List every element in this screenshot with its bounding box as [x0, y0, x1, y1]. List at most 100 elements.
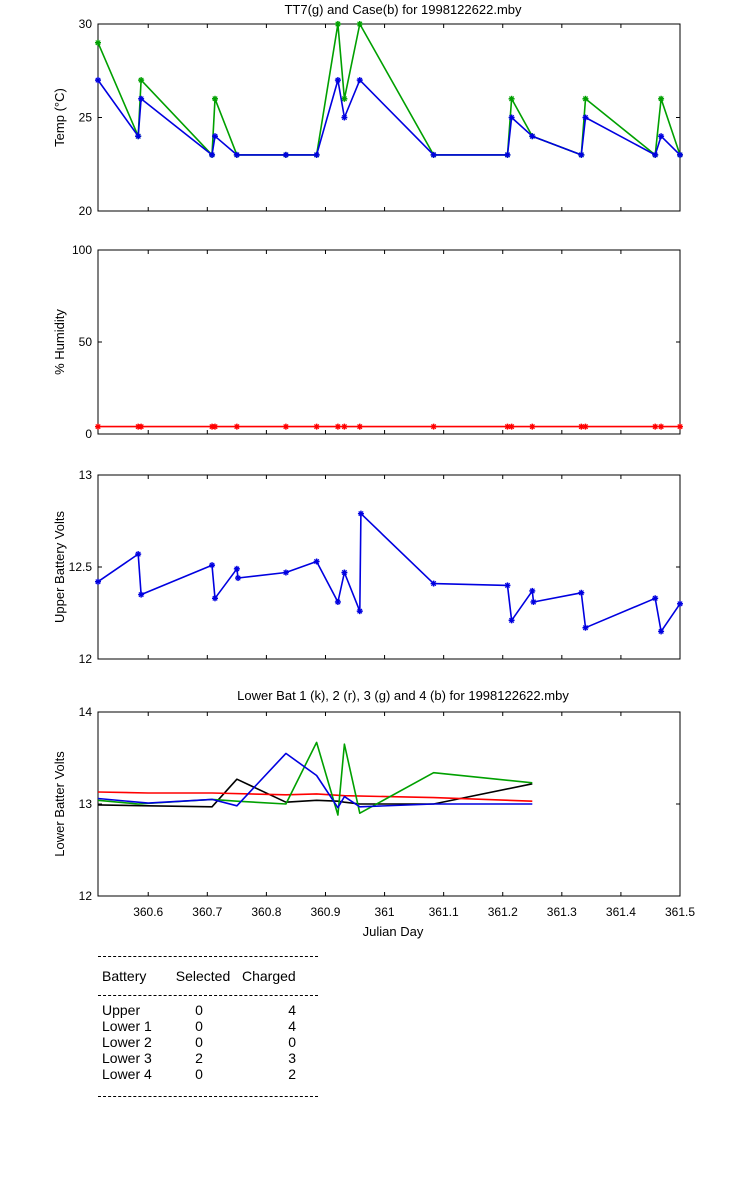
chart-panel-1: 20 25 30 Temp (°C) TT7(g) and Case(b) for 19… — [52, 2, 683, 218]
marker-stroke — [341, 114, 348, 121]
data-point — [582, 114, 589, 121]
cell-selected: 0 — [195, 1018, 203, 1034]
table-row: Lower 4 0 2 — [98, 1066, 318, 1082]
cell-selected: 2 — [195, 1050, 203, 1066]
x-tick-label: 360.7 — [192, 905, 222, 919]
data-point — [334, 77, 341, 84]
marker-stroke — [504, 582, 511, 589]
data-point — [211, 133, 218, 140]
data-point — [211, 423, 218, 430]
series-line — [97, 778, 533, 808]
cell-selected: 0 — [195, 1002, 203, 1018]
marker-stroke — [95, 424, 101, 430]
marker-stroke — [652, 595, 658, 601]
data-point — [504, 582, 511, 589]
marker-stroke — [234, 152, 240, 158]
plot-frame — [97, 474, 681, 660]
data-point — [357, 510, 364, 517]
data-point — [282, 423, 289, 430]
marker-stroke — [335, 424, 341, 430]
marker-stroke — [430, 580, 437, 587]
series-upper — [95, 510, 683, 635]
data-point — [282, 569, 289, 576]
marker-stroke — [430, 152, 437, 158]
cell-charged: 4 — [288, 1002, 297, 1018]
x-tick-label: 360.8 — [251, 905, 281, 919]
battery-table: Battery Selected Charged Upper 0 4 Lower… — [98, 956, 318, 1097]
data-point — [341, 95, 348, 102]
header-charged: Charged — [242, 968, 296, 984]
data-point — [658, 423, 665, 430]
data-point — [135, 551, 142, 558]
data-point — [211, 595, 218, 602]
series-line — [97, 23, 681, 156]
table-divider-top — [98, 956, 318, 957]
data-point — [233, 151, 240, 158]
marker-stroke — [508, 114, 515, 121]
y-tick-label: 14 — [79, 705, 93, 719]
series-lower-1 — [97, 778, 533, 808]
data-point — [430, 151, 437, 158]
data-point — [138, 423, 145, 430]
marker-stroke — [652, 152, 658, 158]
data-point — [95, 77, 101, 84]
marker-stroke — [341, 424, 348, 430]
data-point — [582, 423, 589, 430]
cell-battery: Lower 3 — [102, 1050, 152, 1066]
marker-stroke — [529, 133, 535, 139]
header-selected: Selected — [175, 968, 231, 984]
data-point — [582, 95, 589, 102]
data-point — [95, 39, 101, 46]
marker-stroke — [504, 152, 511, 158]
x-tick-label: 361.2 — [488, 905, 518, 919]
y-axis-label: Upper Battery Volts — [52, 511, 67, 623]
table-header-row: Battery Selected Charged — [98, 965, 318, 987]
y-tick-label: 50 — [79, 335, 93, 349]
data-point — [334, 423, 341, 430]
data-point — [677, 600, 683, 607]
chart-panel-4: 12 13 14 Lower Batter Volts Lower Bat 1 (k),… — [52, 688, 695, 939]
data-point — [282, 151, 289, 158]
data-point — [138, 77, 145, 84]
marker-stroke — [135, 133, 141, 139]
data-point — [529, 133, 536, 140]
charts-canvas: 20 25 30 Temp (°C) TT7(g) and Case(b) for 19… — [52, 2, 695, 939]
marker-stroke — [430, 424, 437, 430]
data-point — [658, 95, 665, 102]
marker-stroke — [578, 152, 584, 158]
marker-stroke — [135, 551, 141, 557]
marker-stroke — [582, 625, 589, 631]
marker-stroke — [582, 96, 589, 102]
marker-stroke — [677, 424, 683, 430]
marker-stroke — [341, 569, 348, 576]
data-point — [430, 423, 437, 430]
marker-stroke — [212, 424, 218, 430]
y-tick-label: 12 — [79, 889, 93, 903]
table-divider-bottom — [98, 1096, 318, 1097]
cell-charged: 2 — [288, 1066, 297, 1082]
series-line — [97, 752, 533, 809]
marker-stroke — [582, 424, 589, 430]
chart-title: TT7(g) and Case(b) for 1998122622.mby — [284, 2, 522, 17]
data-point — [652, 151, 659, 158]
data-point — [356, 608, 363, 615]
data-point — [313, 558, 320, 565]
marker-stroke — [212, 133, 218, 139]
marker-stroke — [652, 424, 658, 430]
series-line — [97, 791, 533, 802]
marker-stroke — [677, 152, 683, 158]
marker-stroke — [313, 152, 320, 158]
data-point — [135, 133, 142, 140]
marker-stroke — [138, 424, 144, 430]
data-point — [313, 423, 320, 430]
data-point — [334, 21, 341, 27]
marker-stroke — [209, 152, 215, 158]
data-point — [658, 628, 665, 635]
marker-stroke — [658, 133, 664, 139]
marker-stroke — [358, 511, 364, 517]
data-point — [430, 580, 437, 587]
marker-stroke — [658, 96, 664, 102]
y-tick-label: 13 — [79, 797, 93, 811]
chart-title: Lower Bat 1 (k), 2 (r), 3 (g) and 4 (b) … — [237, 688, 569, 703]
data-point — [209, 562, 216, 569]
